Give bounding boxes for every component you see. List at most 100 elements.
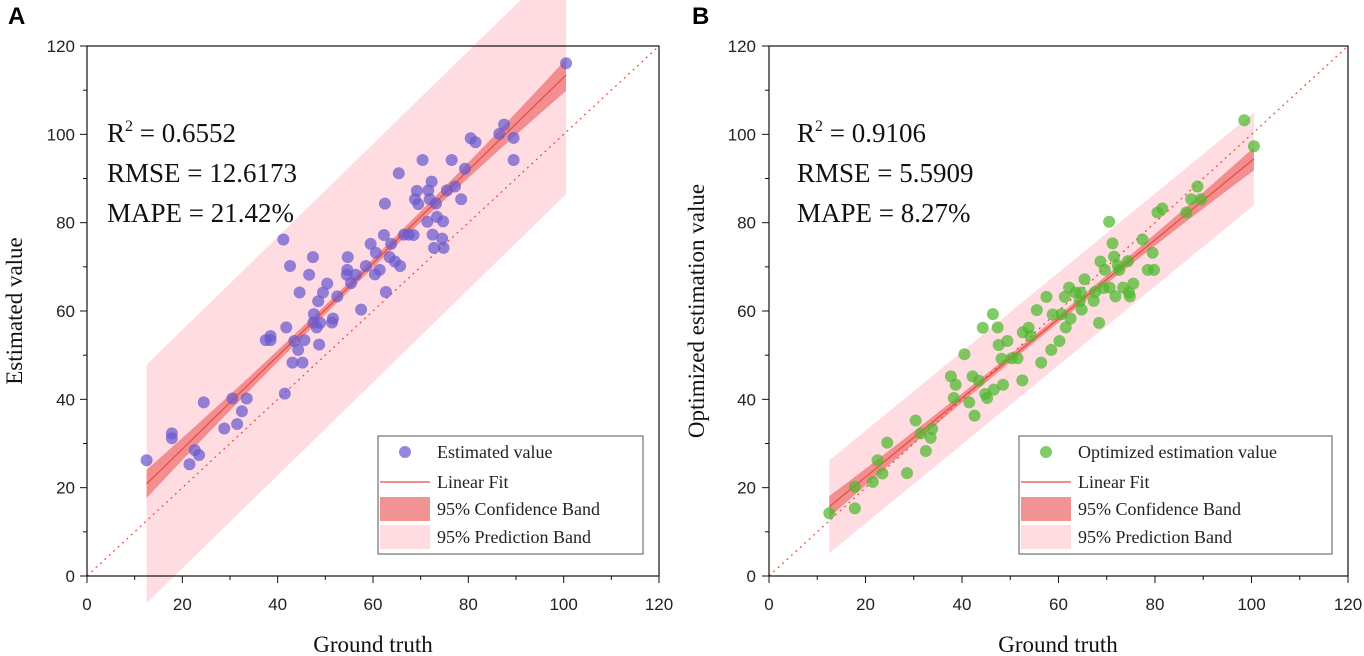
panel-a-data-point	[421, 215, 434, 228]
panel-a-prediction-band	[146, 0, 567, 604]
panel-b-legend: Optimized estimation value Linear Fit 95…	[1018, 435, 1333, 555]
panel-a-data-point	[331, 290, 344, 303]
panel-b-legend-marker-confidence	[1021, 497, 1071, 521]
panel-b-data-point	[848, 502, 861, 515]
panel-b-data-point	[848, 480, 861, 493]
panel-b-data-point	[1098, 263, 1111, 276]
panel-a-x-tick-label: 60	[364, 595, 383, 614]
panel-a-data-point	[560, 57, 573, 70]
panel-b-data-point	[1103, 215, 1116, 228]
panel-b-x-tick-label: 100	[1237, 595, 1265, 614]
panel-b-data-point	[919, 445, 932, 458]
panel-b-data-point	[1011, 352, 1024, 365]
panel-a-data-point	[326, 312, 339, 325]
panel-a-x-tick-label: 0	[82, 595, 91, 614]
panel-a-data-point	[364, 237, 377, 250]
panel-b-data-point	[1113, 263, 1126, 276]
panel-b-r2-superscript: 2	[815, 118, 823, 135]
panel-a-data-point	[303, 268, 316, 281]
panel-a-y-tick-label: 80	[56, 214, 75, 233]
panel-b-data-point	[1109, 290, 1122, 303]
panel-a-data-point	[425, 175, 438, 188]
panel-a-r2-symbol: R	[107, 118, 125, 148]
panel-a-data-point	[293, 286, 306, 299]
panel-b-data-point	[976, 321, 989, 334]
panel-a-data-point	[359, 259, 372, 272]
panel-b-r2-symbol: R	[797, 118, 815, 148]
panel-a-data-point	[231, 418, 244, 431]
panel-a-rmse: RMSE = 12.6173	[107, 158, 297, 188]
panel-a-x-tick-label: 100	[549, 595, 577, 614]
panel-b-data-point	[1024, 330, 1037, 343]
panel-b-legend-label-points: Optimized estimation value	[1078, 442, 1277, 462]
panel-a-data-point	[193, 448, 206, 461]
panel-b-data-point	[987, 383, 1000, 396]
panel-a-data-point	[507, 153, 520, 166]
panel-a-x-tick-label: 120	[645, 595, 673, 614]
panel-a-legend-marker-points	[399, 446, 411, 458]
panel-b-y-tick-label: 20	[737, 479, 756, 498]
panel-b-data-point	[1046, 308, 1059, 321]
panel-a-data-point	[410, 184, 423, 197]
panel-b-r2-value: = 0.9106	[823, 118, 926, 148]
panel-b-y-tick-label: 40	[737, 390, 756, 409]
panel-b-data-point	[1247, 140, 1260, 153]
panel-a-data-point	[379, 286, 392, 299]
panel-b-data-point	[949, 378, 962, 391]
panel-a-data-point	[321, 277, 334, 290]
panel-b-data-point	[968, 409, 981, 422]
panel-b-data-point	[947, 392, 960, 405]
panel-a-data-point	[341, 251, 354, 264]
panel-a-data-point	[436, 232, 449, 245]
panel-b-data-point	[1121, 255, 1134, 268]
panel-b-data-point	[1156, 202, 1169, 215]
panel-a-data-point	[458, 162, 471, 175]
panel-a-data-point	[498, 118, 511, 131]
panel-a-x-tick-labels: 0 20 40 60 80 100 120	[82, 595, 673, 614]
panel-b-data-point	[1040, 290, 1053, 303]
panel-b-data-point	[871, 454, 884, 467]
panel-b-data-point	[823, 507, 836, 520]
panel-b-data-point	[881, 436, 894, 449]
panel-a-data-point	[226, 392, 239, 405]
panel-b-legend-marker-points	[1040, 446, 1052, 458]
panel-a-y-tick-labels: 0 20 40 60 80 100 120	[47, 37, 75, 586]
panel-b-mape: MAPE = 8.27%	[797, 198, 970, 228]
panel-b-x-tick-label: 20	[856, 595, 875, 614]
panel-a-plot-area	[86, 0, 660, 604]
panel-a-data-point	[455, 193, 468, 206]
panel-b-data-point	[1074, 286, 1087, 299]
panel-a-data-point	[385, 237, 398, 250]
panel-a-data-point	[426, 228, 439, 241]
panel-a-legend-label-points: Estimated value	[437, 442, 552, 462]
panel-b-data-point	[958, 348, 971, 361]
panel-a-data-point	[286, 356, 299, 369]
panel-a-data-point	[437, 241, 450, 254]
panel-b-x-tick-labels: 0 20 40 60 80 100 120	[764, 595, 1362, 614]
panel-a-y-tick-label: 40	[56, 390, 75, 409]
panel-a-data-point	[392, 167, 405, 180]
panel-a-data-point	[280, 321, 293, 334]
panel-a-statistics: R2 = 0.6552 RMSE = 12.6173 MAPE = 21.42%	[107, 118, 297, 228]
panel-a-data-point	[314, 316, 327, 329]
panel-b-data-point	[1045, 343, 1058, 356]
panel-b-x-tick-label: 0	[764, 595, 773, 614]
panel-b-data-point	[1055, 308, 1068, 321]
panel-a-data-point	[429, 197, 442, 210]
panel-a-data-point	[264, 330, 277, 343]
panel-b-data-point	[1001, 335, 1014, 348]
panel-a-x-tick-label: 20	[173, 595, 192, 614]
panel-b-data-point	[924, 431, 937, 444]
panel-a-x-axis-title: Ground truth	[313, 632, 433, 656]
panel-a-y-tick-label: 60	[56, 302, 75, 321]
panel-a-y-tick-label: 20	[56, 479, 75, 498]
panel-b-rmse: RMSE = 5.5909	[797, 158, 974, 188]
panel-a-y-tick-label: 100	[47, 125, 75, 144]
panel-b-data-point	[1087, 294, 1100, 307]
panel-b-data-point	[1106, 237, 1119, 250]
panel-a-data-point	[378, 197, 391, 210]
panel-b-y-tick-labels: 0 20 40 60 80 100 120	[728, 37, 756, 586]
panel-b-data-point	[991, 321, 1004, 334]
panel-a-data-point	[445, 153, 458, 166]
panel-a-data-point	[278, 387, 291, 400]
